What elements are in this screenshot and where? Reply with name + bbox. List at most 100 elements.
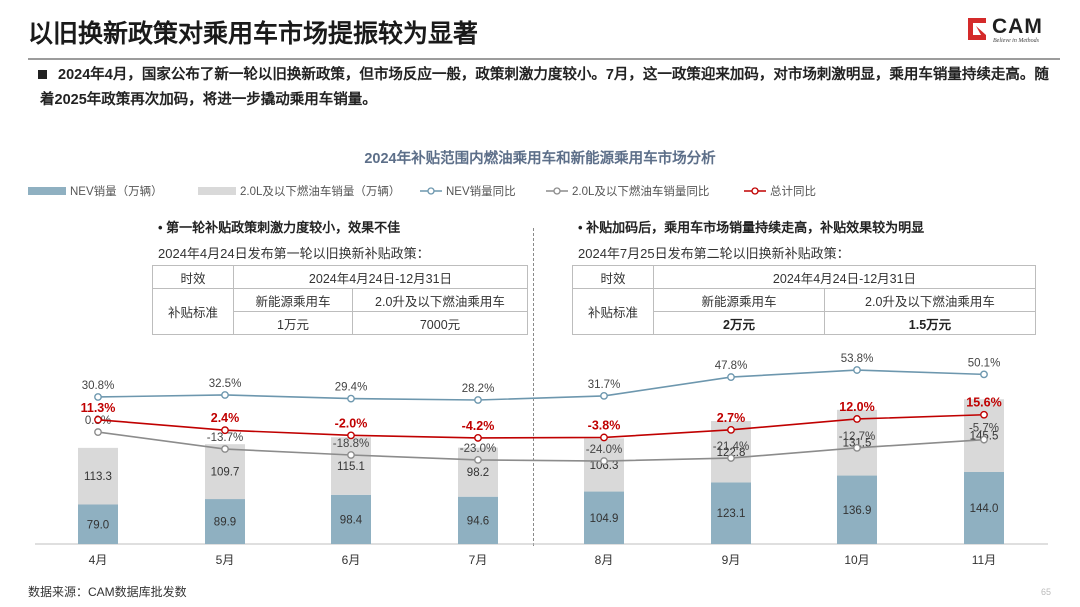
point-total-yoy	[221, 426, 229, 435]
period-label: 时效	[152, 265, 234, 289]
data-label-total-yoy: -3.8%	[588, 418, 621, 432]
legend-label: 2.0L及以下燃油车销量（万辆）	[240, 186, 401, 198]
bar-label-ice: 113.3	[84, 471, 112, 483]
point-ice-yoy	[980, 435, 988, 444]
data-label-ice-yoy: -18.8%	[333, 438, 369, 450]
right-panel-heading: • 补贴加码后，乘用车市场销量持续走高，补贴效果较为明显	[578, 220, 925, 235]
bar-nev-sales	[584, 491, 624, 544]
bar-label-nev: 136.9	[843, 505, 872, 517]
data-label-ice-yoy: -13.7%	[207, 432, 243, 444]
bar-nev-sales	[78, 504, 118, 544]
point-ice-yoy	[853, 443, 861, 452]
x-tick-label: 9月	[722, 553, 741, 567]
data-label-ice-yoy: -21.4%	[713, 441, 749, 453]
bar-label-ice: 109.7	[211, 467, 240, 479]
point-ice-yoy	[727, 454, 735, 462]
ice-column-header: 2.0升及以下燃油乘用车	[824, 288, 1036, 312]
logo-tagline: Believe in Methods	[993, 38, 1039, 44]
left-policy-table: 时效 2024年4月24日-12月31日 补贴标准 新能源乘用车 2.0升及以下…	[152, 265, 528, 335]
bar-ice-sales	[458, 447, 498, 497]
legend-label: 2.0L及以下燃油车销量同比	[572, 186, 710, 198]
bar-label-ice: 115.1	[337, 461, 365, 473]
point-nev-yoy	[347, 394, 355, 403]
cam-logo-icon	[968, 18, 986, 40]
bar-ice-sales	[78, 447, 118, 505]
ice-subsidy-value: 7000元	[352, 311, 528, 335]
point-ice-yoy	[474, 456, 482, 464]
point-ice-yoy	[600, 457, 608, 465]
data-label-ice-yoy: -23.0%	[460, 443, 496, 455]
lead-paragraph: 2024年4月，国家公布了新一轮以旧换新政策，但市场反应一般，政策刺激力度较小。…	[38, 63, 1050, 113]
bar-ice-sales	[205, 444, 245, 500]
point-total-yoy	[474, 434, 482, 442]
point-nev-yoy	[474, 396, 482, 404]
data-label-nev-yoy: 30.8%	[82, 380, 115, 392]
ice-column-header: 2.0升及以下燃油乘用车	[352, 288, 528, 312]
x-tick-label: 5月	[216, 553, 235, 567]
policy-divider	[533, 228, 534, 546]
data-label-total-yoy: 2.7%	[717, 411, 746, 425]
data-label-nev-yoy: 29.4%	[335, 382, 368, 394]
subsidy-label: 补贴标准	[152, 288, 234, 335]
data-label-ice-yoy: -12.7%	[839, 431, 875, 443]
bar-nev-sales	[964, 472, 1004, 544]
right-policy-table: 时效 2024年4月24日-12月31日 补贴标准 新能源乘用车 2.0升及以下…	[572, 265, 1036, 335]
ice-subsidy-value: 1.5万元	[824, 311, 1036, 335]
point-total-yoy	[94, 415, 102, 424]
page-title: 以旧换新政策对乘用车市场提振较为显著	[28, 20, 479, 48]
data-label-total-yoy: 11.3%	[81, 401, 116, 415]
lead-text: 2024年4月，国家公布了新一轮以旧换新政策，但市场反应一般，政策刺激力度较小。…	[40, 67, 1049, 108]
data-label-nev-yoy: 53.8%	[841, 353, 874, 365]
data-label-total-yoy: 12.0%	[839, 400, 874, 414]
bar-label-nev: 89.9	[214, 517, 236, 529]
data-label-total-yoy: 2.4%	[211, 411, 240, 425]
data-label-nev-yoy: 50.1%	[968, 357, 1001, 369]
point-ice-yoy	[347, 451, 355, 459]
point-total-yoy	[853, 415, 861, 423]
right-panel-subheading: 2024年7月25日发布第二轮以旧换新补贴政策：	[578, 246, 850, 261]
bar-ice-sales	[331, 437, 371, 495]
line-nev-yoy	[97, 369, 985, 401]
legend-label: NEV销量（万辆）	[70, 186, 163, 198]
left-panel-subheading: 2024年4月24日发布第一轮以旧换新补贴政策：	[158, 246, 430, 261]
legend-item-ice-yoy: 2.0L及以下燃油车销量同比	[546, 183, 709, 199]
data-label-nev-yoy: 28.2%	[462, 383, 495, 395]
nev-column-header: 新能源乘用车	[653, 288, 825, 312]
legend-line-icon	[744, 187, 766, 195]
x-tick-label: 4月	[89, 553, 108, 567]
legend-line-icon	[546, 187, 568, 195]
left-panel-heading: • 第一轮补贴政策刺激力度较小，效果不佳	[158, 220, 401, 235]
nev-subsidy-value: 1万元	[233, 311, 353, 335]
point-total-yoy	[980, 410, 988, 419]
data-label-total-yoy: 15.6%	[966, 396, 1001, 410]
data-label-nev-yoy: 32.5%	[209, 378, 242, 390]
point-nev-yoy	[94, 393, 102, 401]
legend-item-nev-sales: NEV销量（万辆）	[28, 183, 163, 199]
line-ice-yoy	[97, 431, 985, 462]
data-source: 数据来源：CAM数据库批发数	[28, 585, 187, 599]
data-label-ice-yoy: -24.0%	[586, 444, 622, 456]
legend-label: NEV销量同比	[446, 186, 516, 198]
x-tick-label: 11月	[972, 553, 996, 567]
legend-item-nev-yoy: NEV销量同比	[420, 183, 516, 199]
bar-label-nev: 94.6	[467, 515, 489, 527]
bar-nev-sales	[331, 494, 371, 544]
legend-label: 总计同比	[770, 186, 816, 198]
bar-label-nev: 104.9	[590, 513, 619, 525]
cam-logo: CAM Believe in Methods	[968, 15, 1060, 50]
nev-subsidy-value: 2万元	[653, 311, 825, 335]
line-total-yoy	[97, 413, 985, 439]
data-label-nev-yoy: 31.7%	[588, 379, 621, 391]
legend-swatch	[28, 187, 66, 195]
page-number: 65	[1041, 587, 1052, 597]
point-nev-yoy	[221, 391, 229, 399]
data-label-nev-yoy: 47.8%	[715, 360, 748, 372]
nev-column-header: 新能源乘用车	[233, 288, 353, 312]
point-total-yoy	[600, 433, 608, 442]
chart-title: 2024年补贴范围内燃油乘用车和新能源乘用车市场分析	[364, 151, 716, 167]
x-tick-label: 6月	[342, 553, 361, 567]
data-label-ice-yoy: -5.7%	[969, 423, 999, 435]
x-tick-label: 8月	[595, 553, 614, 567]
bar-nev-sales	[205, 499, 245, 544]
square-bullet-icon	[38, 70, 47, 79]
